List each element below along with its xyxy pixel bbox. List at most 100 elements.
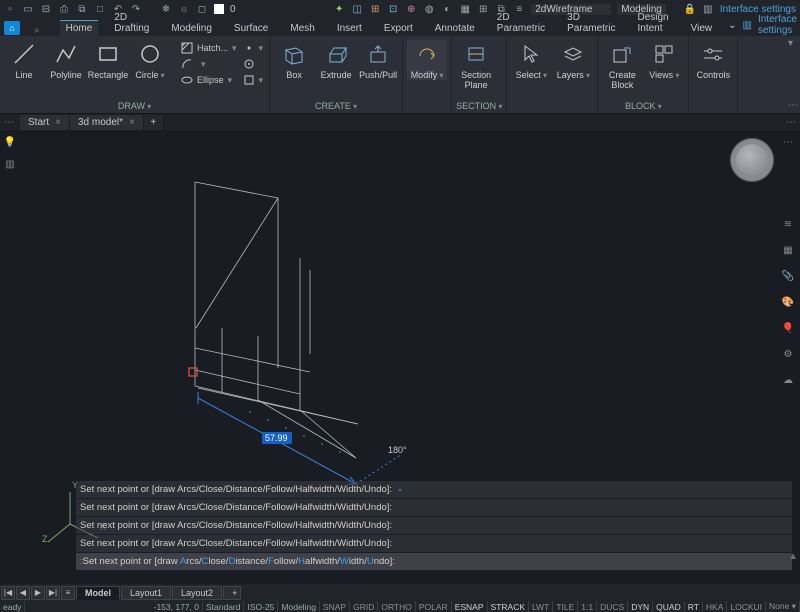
layout-nav-first[interactable]: |◀ [1, 586, 15, 600]
layer-off-icon[interactable]: ◻ [196, 3, 208, 15]
settings1-icon[interactable]: ▥ [702, 3, 714, 15]
menu-tab-annotate[interactable]: Annotate [429, 21, 481, 36]
layout-tab-2[interactable]: Layout2 [172, 586, 222, 600]
modify-tool[interactable]: Modify [407, 40, 447, 80]
interface-settings-link[interactable]: Interface settings [720, 4, 796, 15]
status-toggle-snap[interactable]: SNAP [320, 601, 350, 612]
group-create-label[interactable]: CREATE [274, 100, 398, 113]
tool1-icon[interactable]: ✦ [333, 3, 345, 15]
doctab-start[interactable]: Start× [20, 115, 70, 130]
layout-nav-last[interactable]: ▶| [46, 586, 60, 600]
doctab-add[interactable]: + [144, 115, 164, 130]
cmd-scroll-up-icon[interactable]: ▲ [788, 551, 798, 562]
status-cell[interactable]: Standard [203, 601, 245, 612]
status-toggle-strack[interactable]: STRACK [488, 601, 529, 612]
layout-nav-menu[interactable]: ≡ [61, 586, 75, 600]
tool5-icon[interactable]: ⊕ [405, 3, 417, 15]
menu-tab-design-intent[interactable]: Design Intent [631, 10, 674, 36]
status-toggle-ortho[interactable]: ORTHO [378, 601, 416, 612]
arc-tool[interactable]: ▾ [179, 56, 239, 72]
menu-tab-3d-parametric[interactable]: 3D Parametric [561, 10, 621, 36]
polyline-tool[interactable]: Polyline [46, 40, 86, 80]
copy-icon[interactable]: ⧉ [76, 3, 88, 15]
app-button[interactable]: ⌂ [4, 21, 20, 35]
ribbon-more-icon[interactable]: ⋯ [788, 100, 798, 111]
save-icon[interactable]: ⊟ [40, 3, 52, 15]
status-toggle-11[interactable]: 1:1 [578, 601, 597, 612]
print-icon[interactable]: ⎙ [58, 3, 70, 15]
layout-tab-1[interactable]: Layout1 [121, 586, 171, 600]
layout-nav-prev[interactable]: ◀ [16, 586, 30, 600]
ellipse-tool[interactable]: Ellipse ▾ [179, 72, 239, 88]
status-toggle-lwt[interactable]: LWT [529, 601, 553, 612]
layer-lock-icon[interactable]: ☼ [178, 3, 190, 15]
menu-tab-surface[interactable]: Surface [228, 21, 274, 36]
tool2-icon[interactable]: ◫ [351, 3, 363, 15]
menu-tab-modeling[interactable]: Modeling [165, 21, 218, 36]
layout-nav-next[interactable]: ▶ [31, 586, 45, 600]
status-toggle-dyn[interactable]: DYN [628, 601, 653, 612]
status-toggle-polar[interactable]: POLAR [416, 601, 452, 612]
status-toggle-quad[interactable]: QUAD [653, 601, 685, 612]
status-toggle-rt[interactable]: RT [685, 601, 703, 612]
group-draw-label[interactable]: DRAW [4, 100, 265, 113]
status-toggle-none[interactable]: None ▾ [766, 601, 800, 612]
tool4-icon[interactable]: ⊡ [387, 3, 399, 15]
tool3-icon[interactable]: ⊞ [369, 3, 381, 15]
viewport[interactable]: 💡 ▥ ⋯ ≋ ▦ 📎 🎨 🎈 ⚙ ☁ [0, 132, 800, 584]
status-cell[interactable]: Modeling [278, 601, 320, 612]
close-icon[interactable]: × [129, 117, 135, 128]
new-icon[interactable]: ▫ [4, 3, 16, 15]
menu-tab-insert[interactable]: Insert [331, 21, 368, 36]
status-toggle-esnap[interactable]: ESNAP [452, 601, 488, 612]
layers-tool[interactable]: Layers [553, 40, 593, 80]
tool6-icon[interactable]: ◍ [423, 3, 435, 15]
tool7-icon[interactable]: ◐ [441, 3, 453, 15]
views-tool[interactable]: Views [644, 40, 684, 80]
select-tool[interactable]: Select [511, 40, 551, 80]
status-toggle-ducs[interactable]: DUCS [597, 601, 628, 612]
section-plane-tool[interactable]: Section Plane [456, 40, 496, 90]
doctab-model[interactable]: 3d model*× [70, 115, 144, 130]
line-tool[interactable]: Line [4, 40, 44, 80]
ribbon-expand-icon[interactable]: ▾ [788, 38, 798, 49]
close-icon[interactable]: × [55, 117, 61, 128]
hatch-tool[interactable]: Hatch... ▾ [179, 40, 239, 56]
misc-draw-tool[interactable]: ▾ [241, 72, 266, 88]
circle-tool[interactable]: Circle [130, 40, 170, 80]
paste-icon[interactable]: □ [94, 3, 106, 15]
menu-tab-export[interactable]: Export [378, 21, 419, 36]
layout-tab-add[interactable]: + [223, 586, 241, 600]
status-toggle-hka[interactable]: HKA [703, 601, 727, 612]
group-section-label[interactable]: SECTION [456, 100, 502, 113]
interface-settings-link-2[interactable]: Interface settings [758, 14, 797, 36]
min-ribbon-icon[interactable]: ⌄ [728, 20, 736, 31]
group-block-label[interactable]: BLOCK [602, 100, 684, 113]
tool8-icon[interactable]: ▦ [459, 3, 471, 15]
menu-tab-view[interactable]: View [685, 21, 719, 36]
doctabs-right-icon[interactable]: ⋯ [786, 117, 796, 128]
status-toggle-lockui[interactable]: LOCKUI [727, 601, 766, 612]
point-tool[interactable] [241, 56, 266, 72]
pushpull-tool[interactable]: Push/Pull [358, 40, 398, 80]
open-icon[interactable]: ▭ [22, 3, 34, 15]
status-toggle-grid[interactable]: GRID [350, 601, 378, 612]
status-cell[interactable]: ISO-25 [244, 601, 278, 612]
create-block-tool[interactable]: Create Block [602, 40, 642, 90]
layer-freeze-icon[interactable]: ❄ [160, 3, 172, 15]
layer-index[interactable]: 0 [230, 4, 236, 15]
menu-tab-2d-parametric[interactable]: 2D Parametric [491, 10, 551, 36]
lock-icon[interactable]: 🔒 [684, 3, 696, 15]
settings2-icon[interactable]: ▥ [743, 20, 752, 31]
search-icon[interactable]: ⌕ [34, 25, 40, 36]
menu-tab-2d-drafting[interactable]: 2D Drafting [108, 10, 155, 36]
rectangle-tool[interactable]: Rectangle [88, 40, 128, 80]
extrude-tool[interactable]: Extrude [316, 40, 356, 80]
status-toggle-tile[interactable]: TILE [553, 601, 578, 612]
controls-tool[interactable]: Controls [693, 40, 733, 80]
tool9-icon[interactable]: ⊞ [477, 3, 489, 15]
command-input-line[interactable]: : Set next point or [draw Arcs/Close/Dis… [76, 553, 792, 570]
box-tool[interactable]: Box [274, 40, 314, 80]
spline-tool[interactable]: ▾ [241, 40, 266, 56]
layer-color-swatch[interactable] [214, 4, 224, 14]
